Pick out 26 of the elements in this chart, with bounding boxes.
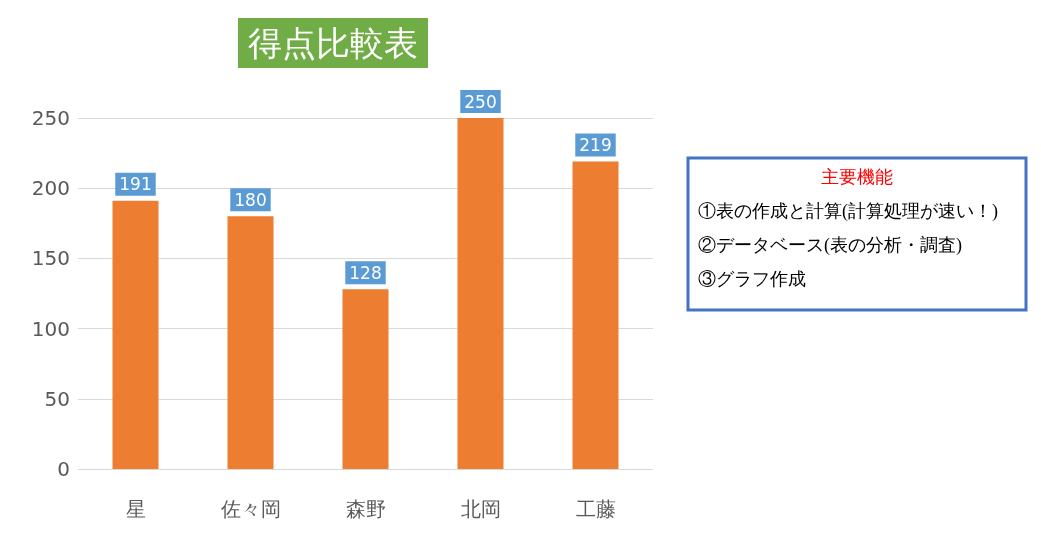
y-tick-label: 150 (31, 246, 70, 271)
chart-title: 得点比較表 (248, 23, 418, 63)
x-tick-label: 星 (125, 497, 146, 521)
data-label: 180 (234, 189, 267, 210)
x-tick-label: 北岡 (460, 497, 501, 521)
text: 主要機能 (821, 167, 893, 187)
text: ③グラフ作成 (698, 269, 806, 289)
x-tick-label: 工藤 (575, 497, 616, 521)
y-tick-label: 200 (31, 176, 70, 201)
y-tick-label: 0 (57, 457, 70, 481)
y-tick-label: 100 (31, 316, 70, 341)
data-label: 128 (349, 262, 382, 283)
text: ①表の作成と計算(計算処理が速い！) (698, 201, 998, 222)
y-tick-label: 50 (44, 386, 70, 411)
bar (572, 161, 619, 469)
data-label: 219 (579, 135, 612, 156)
bar (342, 289, 389, 469)
x-tick-label: 佐々岡 (220, 497, 281, 521)
bar (227, 216, 274, 469)
x-tick-label: 森野 (345, 497, 386, 521)
bar (112, 200, 159, 469)
data-label: 250 (464, 91, 497, 112)
bar (457, 118, 504, 469)
text: ②データベース(表の分析・調査) (698, 235, 962, 256)
y-tick-label: 250 (31, 106, 70, 130)
data-label: 191 (119, 174, 152, 195)
